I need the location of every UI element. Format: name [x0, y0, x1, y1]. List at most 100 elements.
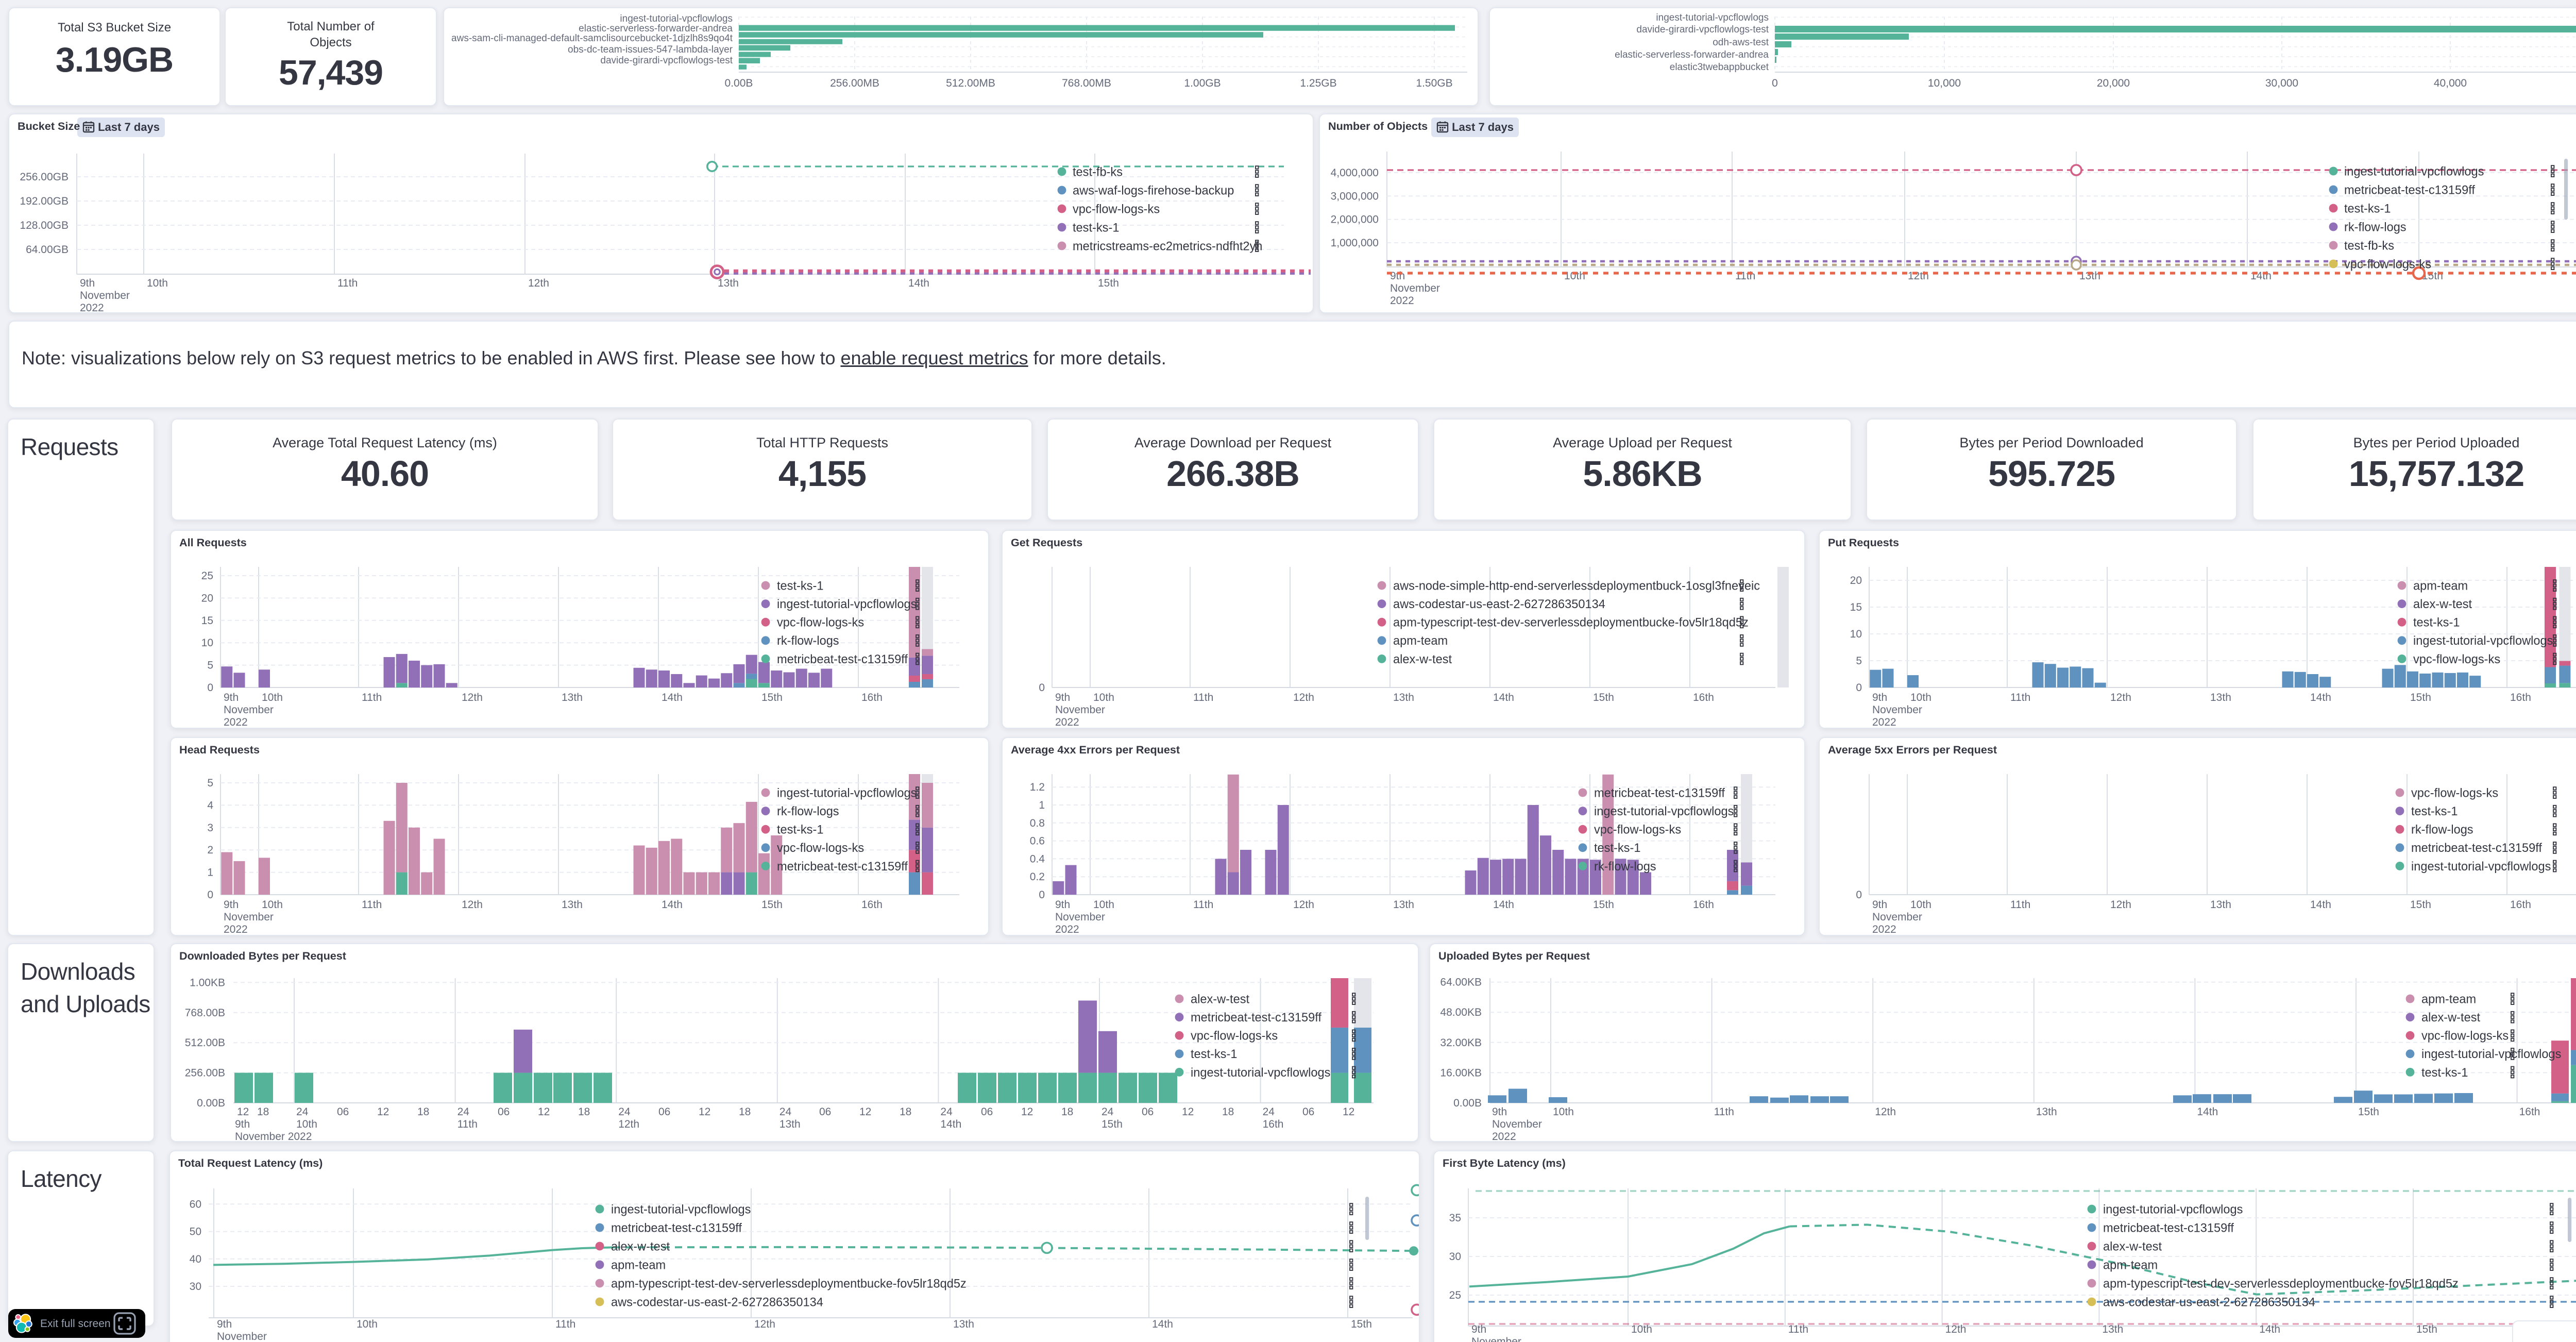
- svg-text:14th: 14th: [2197, 1106, 2218, 1118]
- svg-text:24: 24: [296, 1106, 309, 1118]
- svg-text:11th: 11th: [337, 277, 358, 289]
- svg-text:ingest-tutorial-vpcflowlogs: ingest-tutorial-vpcflowlogs: [777, 598, 917, 611]
- svg-text:rk-flow-logs: rk-flow-logs: [777, 634, 839, 648]
- svg-text:20: 20: [201, 592, 213, 604]
- svg-text:November: November: [80, 290, 130, 301]
- svg-text:18: 18: [1061, 1106, 1073, 1118]
- svg-text:vpc-flow-logs-ks: vpc-flow-logs-ks: [2413, 653, 2500, 666]
- svg-text:aws-codestar-us-east-2-6272863: aws-codestar-us-east-2-627286350134: [2103, 1296, 2315, 1309]
- svg-text:16th: 16th: [861, 692, 883, 703]
- svg-text:768.00MB: 768.00MB: [1062, 77, 1111, 89]
- svg-text:12th: 12th: [462, 692, 483, 703]
- svg-text:30: 30: [190, 1281, 201, 1293]
- svg-text:13th: 13th: [1393, 692, 1414, 703]
- svg-text:vpc-flow-logs-ks: vpc-flow-logs-ks: [1191, 1030, 1278, 1043]
- svg-text:metricbeat-test-c13159ff: metricbeat-test-c13159ff: [777, 653, 908, 666]
- svg-text:12th: 12th: [2110, 692, 2131, 703]
- svg-text:64.00KB: 64.00KB: [1440, 977, 1482, 988]
- svg-text:vpc-flow-logs-ks: vpc-flow-logs-ks: [1073, 203, 1160, 216]
- svg-text:1: 1: [1039, 799, 1045, 811]
- svg-text:35: 35: [1449, 1212, 1461, 1224]
- svg-text:10th: 10th: [357, 1318, 378, 1330]
- svg-text:davide-girardi-vpcflowlogs-tes: davide-girardi-vpcflowlogs-test: [600, 55, 733, 66]
- svg-text:12: 12: [237, 1106, 249, 1118]
- svg-text:24: 24: [457, 1106, 470, 1118]
- svg-text:1.50GB: 1.50GB: [1416, 77, 1452, 89]
- svg-text:aws-waf-logs-firehose-backup: aws-waf-logs-firehose-backup: [1073, 184, 1234, 197]
- svg-text:14th: 14th: [2259, 1323, 2280, 1335]
- svg-text:768.00B: 768.00B: [185, 1007, 225, 1019]
- svg-text:512.00B: 512.00B: [185, 1037, 225, 1049]
- svg-text:alex-w-test: alex-w-test: [1191, 993, 1250, 1006]
- svg-text:11th: 11th: [2010, 692, 2030, 703]
- svg-text:24: 24: [1101, 1106, 1114, 1118]
- svg-text:18: 18: [417, 1106, 429, 1118]
- svg-text:32.00KB: 32.00KB: [1440, 1037, 1482, 1049]
- svg-text:ingest-tutorial-vpcflowlogs: ingest-tutorial-vpcflowlogs: [1191, 1066, 1330, 1080]
- svg-text:0: 0: [1039, 682, 1045, 694]
- svg-text:metricbeat-test-c13159ff: metricbeat-test-c13159ff: [611, 1221, 742, 1235]
- svg-text:10: 10: [201, 637, 213, 649]
- svg-text:metricbeat-test-c13159ff: metricbeat-test-c13159ff: [2103, 1221, 2234, 1235]
- svg-text:11th: 11th: [2010, 899, 2030, 911]
- svg-text:aws-sam-cli-managed-default-sa: aws-sam-cli-managed-default-samclisource…: [451, 33, 733, 44]
- svg-text:metricstreams-ec2metrics-ndfht: metricstreams-ec2metrics-ndfht2yh: [1073, 240, 1262, 253]
- svg-text:test-ks-1: test-ks-1: [2413, 616, 2460, 630]
- svg-text:18: 18: [257, 1106, 269, 1118]
- svg-text:November: November: [1055, 704, 1105, 716]
- svg-text:13th: 13th: [2102, 1323, 2123, 1335]
- svg-text:1.00GB: 1.00GB: [1184, 77, 1221, 89]
- svg-text:16.00KB: 16.00KB: [1440, 1067, 1482, 1079]
- svg-text:06: 06: [337, 1106, 349, 1118]
- svg-text:16th: 16th: [1263, 1118, 1284, 1130]
- svg-text:apm-typescript-test-dev-server: apm-typescript-test-dev-serverlessdeploy…: [1393, 616, 1749, 630]
- svg-text:alex-w-test: alex-w-test: [2421, 1011, 2481, 1025]
- svg-text:256.00GB: 256.00GB: [20, 171, 69, 183]
- svg-text:vpc-flow-logs-ks: vpc-flow-logs-ks: [2411, 786, 2498, 800]
- svg-text:0: 0: [1856, 889, 1862, 901]
- svg-text:13th: 13th: [718, 277, 739, 289]
- svg-text:metricbeat-test-c13159ff: metricbeat-test-c13159ff: [2344, 183, 2475, 197]
- svg-text:November: November: [217, 1331, 267, 1342]
- svg-text:10th: 10th: [1093, 899, 1114, 911]
- svg-text:test-ks-1: test-ks-1: [777, 579, 823, 593]
- svg-text:15th: 15th: [1593, 692, 1614, 703]
- svg-text:12: 12: [377, 1106, 389, 1118]
- svg-text:24: 24: [1263, 1106, 1275, 1118]
- svg-text:November: November: [1055, 911, 1105, 923]
- svg-text:256.00MB: 256.00MB: [830, 77, 879, 89]
- svg-text:November: November: [1872, 911, 1922, 923]
- svg-text:10th: 10th: [1564, 270, 1585, 282]
- svg-text:12th: 12th: [2110, 899, 2131, 911]
- svg-text:rk-flow-logs: rk-flow-logs: [1594, 860, 1656, 874]
- svg-text:elastic-serverless-forwarder-a: elastic-serverless-forwarder-andrea: [1615, 49, 1769, 60]
- svg-text:1.2: 1.2: [1030, 781, 1045, 793]
- svg-text:15th: 15th: [2410, 692, 2431, 703]
- svg-text:12: 12: [699, 1106, 710, 1118]
- svg-text:20,000: 20,000: [2097, 77, 2130, 89]
- svg-text:11th: 11th: [1193, 899, 1213, 911]
- svg-text:15th: 15th: [1101, 1118, 1123, 1130]
- svg-text:9th: 9th: [217, 1318, 232, 1330]
- svg-text:06: 06: [1302, 1106, 1314, 1118]
- svg-text:vpc-flow-logs-ks: vpc-flow-logs-ks: [1594, 824, 1681, 837]
- svg-text:18: 18: [900, 1106, 911, 1118]
- svg-text:alex-w-test: alex-w-test: [1393, 653, 1452, 666]
- svg-text:06: 06: [498, 1106, 510, 1118]
- svg-text:13th: 13th: [2036, 1106, 2057, 1118]
- svg-text:48.00KB: 48.00KB: [1440, 1006, 1482, 1018]
- svg-text:rk-flow-logs: rk-flow-logs: [2344, 221, 2406, 234]
- svg-text:06: 06: [819, 1106, 831, 1118]
- svg-text:November: November: [224, 704, 274, 716]
- svg-text:16th: 16th: [1693, 692, 1714, 703]
- svg-text:15: 15: [201, 615, 213, 627]
- svg-text:15th: 15th: [2422, 270, 2443, 282]
- svg-text:test-ks-1: test-ks-1: [2411, 805, 2458, 818]
- svg-text:40: 40: [190, 1253, 201, 1265]
- svg-text:10th: 10th: [262, 899, 283, 911]
- svg-text:15th: 15th: [761, 899, 783, 911]
- svg-text:13th: 13th: [562, 692, 583, 703]
- svg-text:15th: 15th: [1098, 277, 1119, 289]
- svg-text:rk-flow-logs: rk-flow-logs: [2411, 824, 2473, 837]
- svg-text:test-ks-1: test-ks-1: [1191, 1048, 1237, 1061]
